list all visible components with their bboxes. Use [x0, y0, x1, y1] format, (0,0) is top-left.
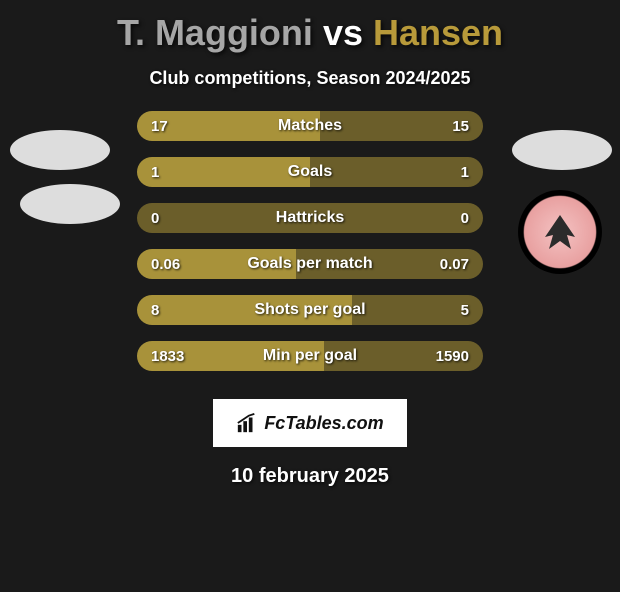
date-label: 10 february 2025: [0, 465, 620, 488]
site-watermark: FcTables.com: [213, 399, 407, 447]
stat-value-right: 15: [452, 118, 469, 135]
team-emblem-right-1: [512, 130, 612, 170]
site-label: FcTables.com: [264, 413, 383, 434]
stat-value-left: 8: [151, 302, 159, 319]
eagle-icon: [535, 207, 585, 257]
stat-row: 1 Goals 1: [137, 157, 483, 187]
stat-row: 1833 Min per goal 1590: [137, 341, 483, 371]
stat-value-left: 1833: [151, 348, 184, 365]
stat-value-left: 17: [151, 118, 168, 135]
stat-value-right: 1590: [436, 348, 469, 365]
stat-value-right: 1: [461, 164, 469, 181]
stat-row: 0 Hattricks 0: [137, 203, 483, 233]
stat-row: 17 Matches 15: [137, 111, 483, 141]
stat-label: Goals: [288, 163, 332, 181]
chart-icon: [236, 412, 258, 434]
page-title: T. Maggioni vs Hansen: [0, 12, 620, 54]
stat-value-right: 0: [461, 210, 469, 227]
stat-label: Min per goal: [263, 347, 357, 365]
stat-value-left: 0.06: [151, 256, 180, 273]
stat-label: Shots per goal: [254, 301, 365, 319]
stat-value-right: 0.07: [440, 256, 469, 273]
stat-row: 0.06 Goals per match 0.07: [137, 249, 483, 279]
stat-label: Goals per match: [247, 255, 372, 273]
stat-row: 8 Shots per goal 5: [137, 295, 483, 325]
subtitle: Club competitions, Season 2024/2025: [0, 68, 620, 89]
stat-bar-left: [137, 157, 310, 187]
stat-value-left: 1: [151, 164, 159, 181]
title-player1: T. Maggioni: [117, 12, 313, 53]
stat-label: Hattricks: [276, 209, 344, 227]
team-emblem-left-2: [20, 184, 120, 224]
stat-label: Matches: [278, 117, 342, 135]
title-vs: vs: [323, 12, 363, 53]
title-player2: Hansen: [373, 12, 503, 53]
stat-value-left: 0: [151, 210, 159, 227]
stat-value-right: 5: [461, 302, 469, 319]
club-badge-right: [518, 190, 602, 274]
team-emblem-left-1: [10, 130, 110, 170]
stat-bar-right: [310, 157, 483, 187]
